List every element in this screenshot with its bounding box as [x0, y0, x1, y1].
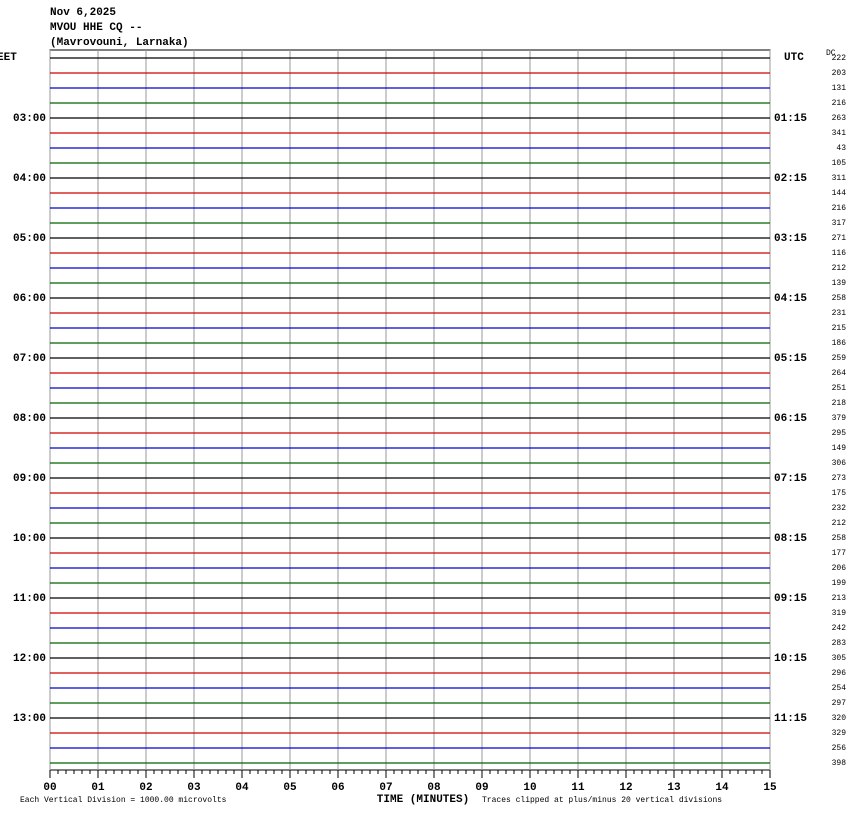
- x-tick-label: 08: [427, 782, 441, 794]
- dc-value: 320: [832, 714, 847, 723]
- dc-value: 116: [832, 249, 847, 258]
- x-tick-label: 02: [139, 782, 152, 794]
- dc-value: 258: [832, 534, 847, 543]
- dc-value: 206: [832, 564, 847, 573]
- right-time-label: 05:15: [774, 353, 807, 365]
- station: MVOU HHE CQ --: [50, 22, 142, 34]
- right-axis-title: UTC: [784, 52, 804, 64]
- right-time-label: 06:15: [774, 413, 807, 425]
- x-tick-label: 07: [379, 782, 392, 794]
- dc-value: 215: [832, 324, 847, 333]
- dc-value: 213: [832, 594, 847, 603]
- left-axis-title: EET: [0, 52, 17, 64]
- dc-value: 199: [832, 579, 847, 588]
- dc-value: 43: [836, 144, 846, 153]
- dc-value: 222: [832, 54, 847, 63]
- x-tick-label: 01: [91, 782, 105, 794]
- right-time-label: 07:15: [774, 473, 807, 485]
- dc-value: 212: [832, 264, 847, 273]
- dc-value: 297: [832, 699, 847, 708]
- dc-value: 218: [832, 399, 847, 408]
- left-time-label: 10:00: [13, 533, 46, 545]
- x-tick-label: 13: [667, 782, 681, 794]
- right-time-label: 03:15: [774, 233, 807, 245]
- dc-value: 212: [832, 519, 847, 528]
- left-time-label: 09:00: [13, 473, 46, 485]
- dc-value: 149: [832, 444, 847, 453]
- date: Nov 6,2025: [50, 7, 116, 19]
- dc-title: DC: [826, 49, 836, 58]
- dc-value: 317: [832, 219, 847, 228]
- x-tick-label: 14: [715, 782, 729, 794]
- dc-value: 177: [832, 549, 847, 558]
- dc-value: 256: [832, 744, 847, 753]
- left-time-label: 04:00: [13, 173, 46, 185]
- x-tick-label: 09: [475, 782, 488, 794]
- dc-value: 203: [832, 69, 847, 78]
- dc-value: 273: [832, 474, 847, 483]
- dc-value: 139: [832, 279, 847, 288]
- x-tick-label: 00: [43, 782, 56, 794]
- dc-value: 306: [832, 459, 847, 468]
- dc-value: 311: [832, 174, 847, 183]
- dc-value: 144: [832, 189, 847, 198]
- dc-value: 283: [832, 639, 847, 648]
- right-time-label: 09:15: [774, 593, 807, 605]
- dc-value: 271: [832, 234, 847, 243]
- right-time-label: 11:15: [774, 713, 807, 725]
- dc-value: 131: [832, 84, 847, 93]
- right-time-label: 02:15: [774, 173, 807, 185]
- dc-value: 105: [832, 159, 847, 168]
- x-tick-label: 04: [235, 782, 249, 794]
- x-tick-label: 05: [283, 782, 297, 794]
- dc-value: 175: [832, 489, 847, 498]
- right-time-label: 10:15: [774, 653, 807, 665]
- dc-value: 254: [832, 684, 847, 693]
- dc-value: 295: [832, 429, 847, 438]
- left-time-label: 08:00: [13, 413, 46, 425]
- dc-value: 232: [832, 504, 847, 513]
- dc-value: 264: [832, 369, 847, 378]
- left-time-label: 07:00: [13, 353, 46, 365]
- right-time-label: 08:15: [774, 533, 807, 545]
- dc-value: 259: [832, 354, 847, 363]
- x-tick-label: 06: [331, 782, 344, 794]
- dc-value: 186: [832, 339, 847, 348]
- left-time-label: 05:00: [13, 233, 46, 245]
- x-tick-label: 03: [187, 782, 201, 794]
- left-time-label: 11:00: [13, 593, 46, 605]
- dc-value: 263: [832, 114, 847, 123]
- x-tick-label: 11: [571, 782, 585, 794]
- dc-value: 258: [832, 294, 847, 303]
- dc-value: 216: [832, 99, 847, 108]
- plot-frame: [49, 49, 771, 771]
- dc-value: 319: [832, 609, 847, 618]
- dc-value: 379: [832, 414, 847, 423]
- left-time-label: 06:00: [13, 293, 46, 305]
- location: (Mavrovouni, Larnaka): [50, 37, 189, 49]
- dc-value: 231: [832, 309, 847, 318]
- x-tick-label: 12: [619, 782, 632, 794]
- left-time-label: 13:00: [13, 713, 46, 725]
- dc-value: 398: [832, 759, 847, 768]
- dc-value: 329: [832, 729, 847, 738]
- dc-value: 251: [832, 384, 847, 393]
- dc-value: 341: [832, 129, 847, 138]
- dc-value: 305: [832, 654, 847, 663]
- left-time-label: 03:00: [13, 113, 46, 125]
- left-time-label: 12:00: [13, 653, 46, 665]
- clip-note: Traces clipped at plus/minus 20 vertical…: [482, 796, 722, 805]
- x-tick-label: 15: [763, 782, 777, 794]
- dc-value: 242: [832, 624, 847, 633]
- scale-note: Each Vertical Division = 1000.00 microvo…: [20, 796, 227, 805]
- dc-value: 296: [832, 669, 847, 678]
- right-time-label: 04:15: [774, 293, 807, 305]
- dc-value: 216: [832, 204, 847, 213]
- x-axis-title: TIME (MINUTES): [377, 794, 469, 806]
- right-time-label: 01:15: [774, 113, 807, 125]
- x-tick-label: 10: [523, 782, 536, 794]
